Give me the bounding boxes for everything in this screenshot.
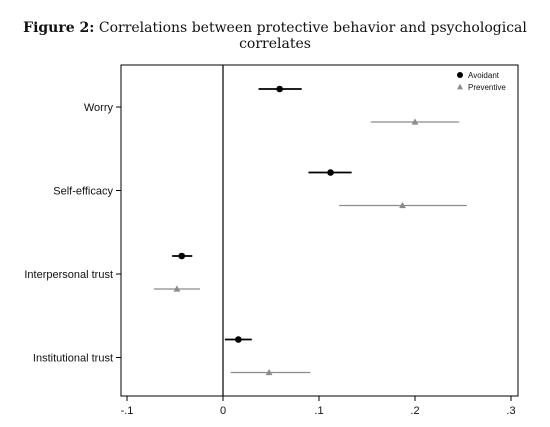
y-category-label: Worry [84,102,114,114]
point-avoidant [327,169,334,176]
chart-marks: -.1 0 .1 .2 .3 Worry Self-efficacy Interpersona… [24,65,516,417]
point-preventive [265,368,273,376]
plot-frame [120,64,519,397]
figure-title-text: Correlations between protective behavior… [98,20,527,52]
x-tick-label: .3 [506,405,515,417]
point-avoidant [276,85,283,93]
point-preventive [399,201,406,209]
y-category-label: Interpersonal trust [24,269,113,281]
x-tick-label: .2 [410,405,419,417]
x-tick-label: .1 [314,405,323,417]
x-tick-label: -.1 [121,405,134,417]
figure-number: Figure 2: [23,20,95,36]
legend-marker-preventive [457,83,463,90]
legend-label-preventive: Preventive [468,83,506,92]
legend-label-avoidant: Avoidant [468,71,500,80]
y-category-label: Institutional trust [33,353,113,365]
figure-title: Figure 2: Correlations between protectiv… [0,20,550,52]
point-avoidant [235,336,242,343]
x-tick-label: 0 [220,405,226,417]
legend-marker-avoidant [457,72,463,78]
point-avoidant [178,252,186,260]
y-category-label: Self-efficacy [53,186,113,198]
point-preventive [173,285,181,292]
point-preventive [411,118,419,125]
